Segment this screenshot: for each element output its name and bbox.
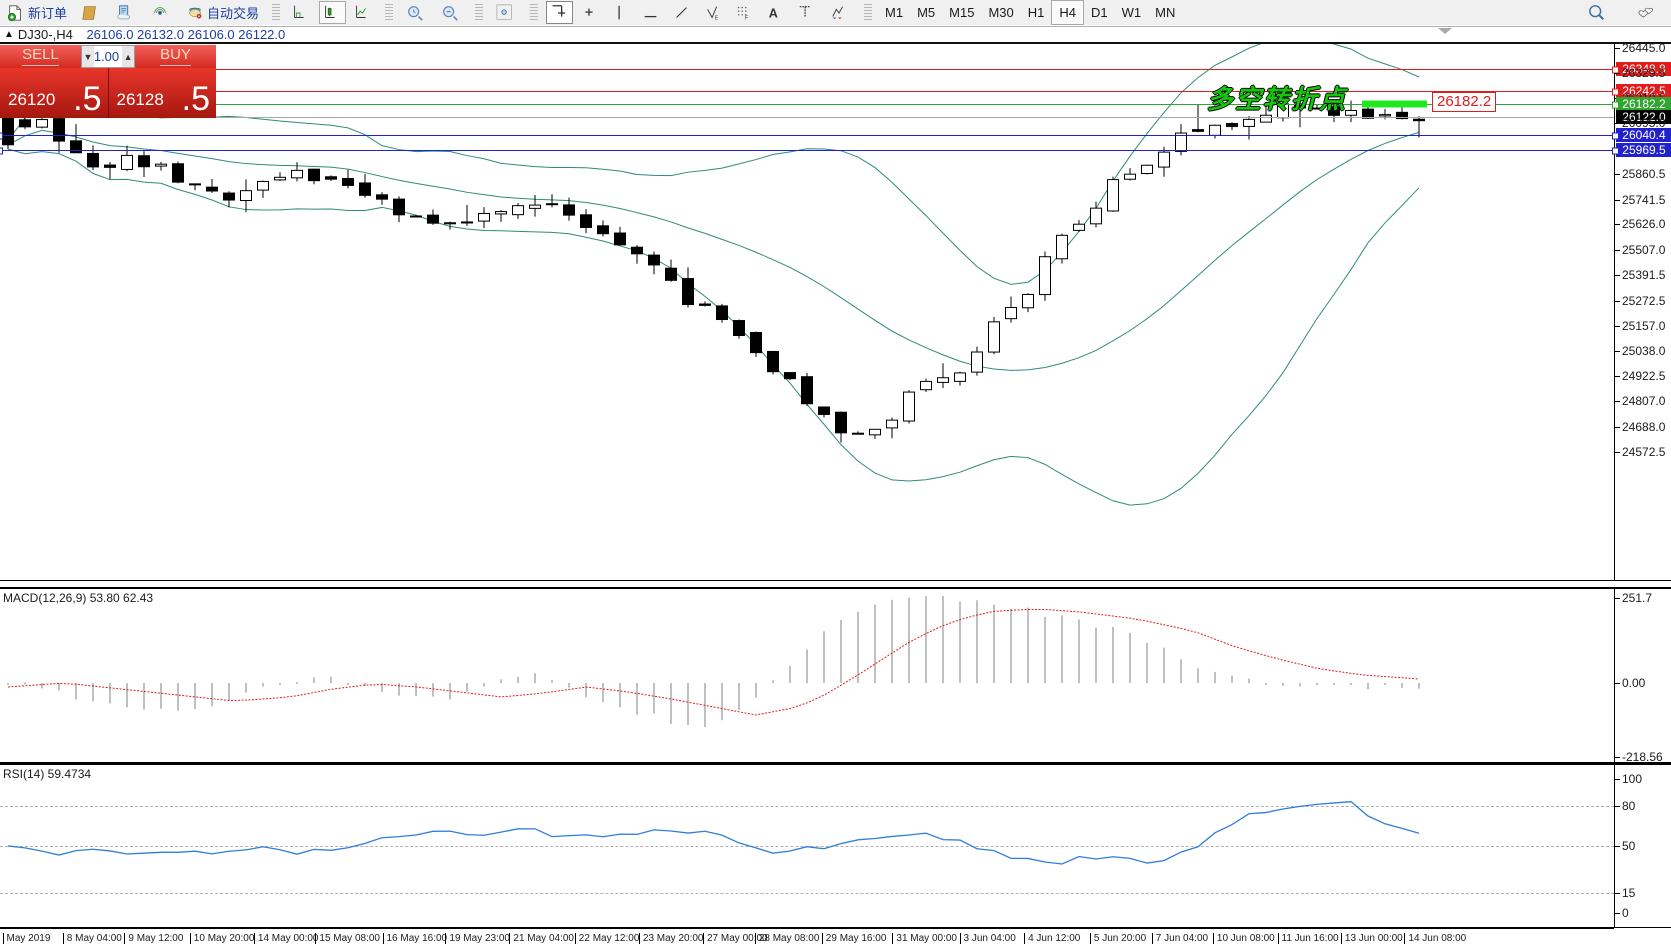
svg-text:A: A: [769, 6, 778, 20]
svg-text:F: F: [745, 15, 749, 21]
svg-text:E: E: [715, 15, 719, 21]
